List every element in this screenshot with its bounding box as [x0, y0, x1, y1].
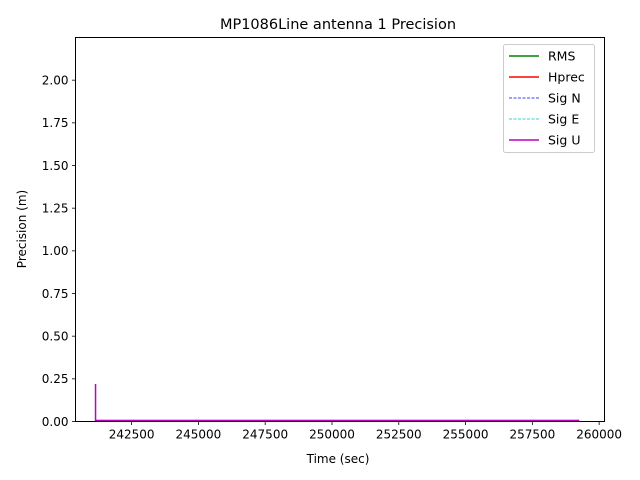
y-tick-label: 1.50	[42, 159, 69, 173]
x-tick-label: 250000	[309, 428, 355, 442]
legend-label-3: Sig E	[548, 112, 579, 127]
y-tick-label: 0.00	[42, 415, 69, 429]
y-axis-ticks: 0.00 0.25 0.50 0.75 1.00 1.25 1.50 1.75 2.00	[42, 73, 76, 429]
legend-label-0: RMS	[548, 49, 575, 64]
chart-title: MP1086Line antenna 1 Precision	[220, 17, 456, 33]
x-tick-label: 252500	[376, 428, 422, 442]
y-axis-label: Precision (m)	[15, 190, 29, 268]
y-tick-label: 0.50	[42, 329, 69, 343]
x-tick-label: 247500	[242, 428, 288, 442]
series-lines	[94, 383, 580, 422]
series-line-4	[94, 383, 580, 422]
x-tick-label: 245000	[175, 428, 221, 442]
y-tick-label: 1.75	[42, 116, 69, 130]
y-tick-label: 1.00	[42, 244, 69, 258]
legend-label-4: Sig U	[548, 133, 580, 148]
y-tick-label: 0.25	[42, 372, 69, 386]
legend-label-2: Sig N	[548, 91, 581, 106]
x-axis-label: Time (sec)	[306, 452, 370, 466]
y-tick-label: 1.25	[42, 201, 69, 215]
x-tick-label: 255000	[443, 428, 489, 442]
legend-label-1: Hprec	[548, 70, 585, 85]
plot-frame	[75, 37, 605, 422]
y-tick-label: 2.00	[42, 73, 69, 87]
legend-box	[503, 44, 595, 153]
y-tick-label: 0.75	[42, 287, 69, 301]
x-tick-label: 257500	[509, 428, 555, 442]
x-tick-label: 242500	[109, 428, 155, 442]
x-tick-label: 260000	[576, 428, 622, 442]
legend: RMS Hprec Sig N Sig E Sig U	[503, 44, 595, 153]
x-axis-ticks: 242500 245000 247500 250000 252500 255000 2575…	[109, 421, 622, 442]
